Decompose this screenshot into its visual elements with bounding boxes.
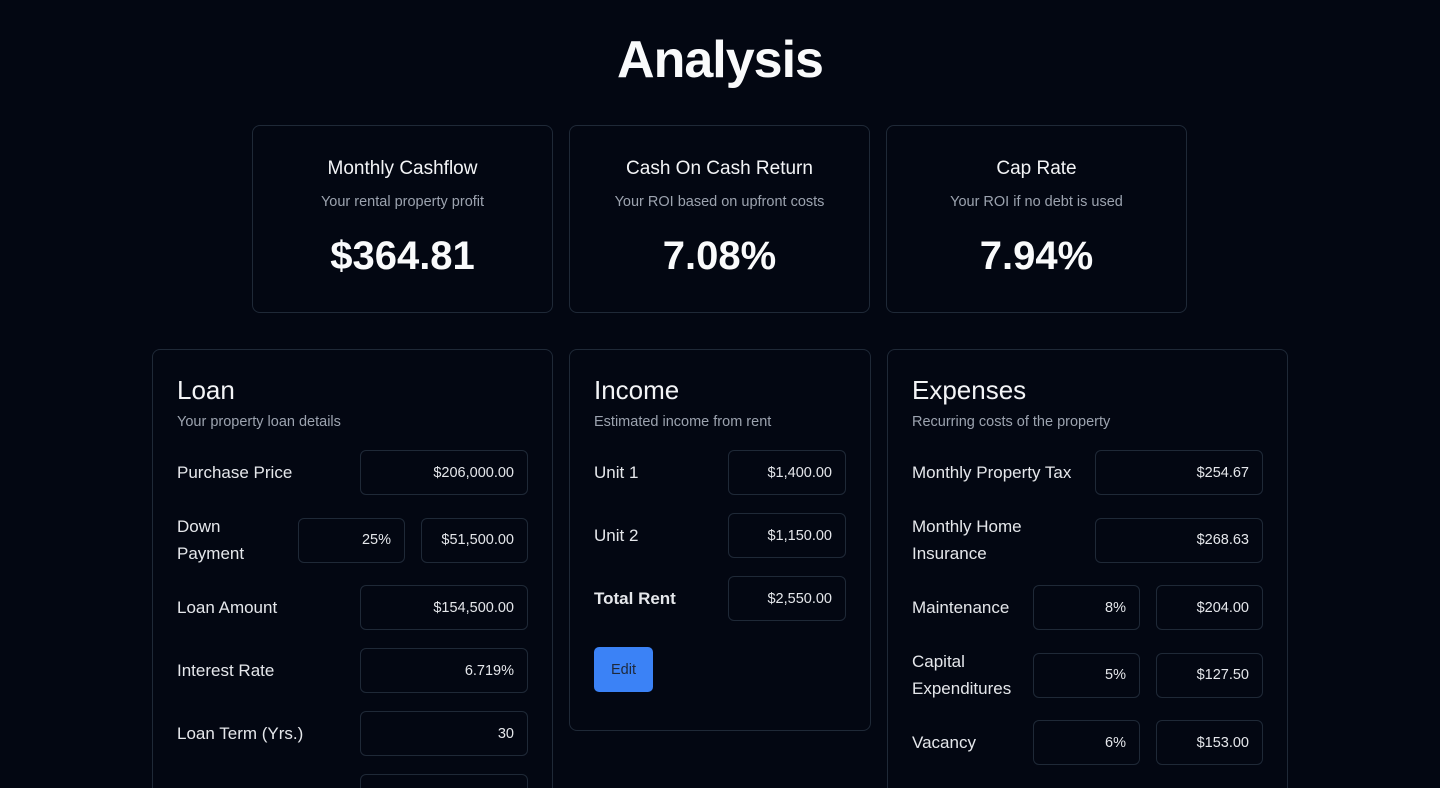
stat-value: 7.08%: [662, 234, 777, 278]
stat-title: Cash On Cash Return: [626, 158, 813, 179]
edit-button[interactable]: Edit: [594, 647, 653, 692]
interest-rate-input[interactable]: [360, 648, 528, 693]
unit-1-row: Unit 1: [594, 450, 846, 495]
loan-card: Loan Your property loan details Purchase…: [152, 349, 553, 788]
loan-amount-input[interactable]: [360, 585, 528, 630]
down-payment-percent-input[interactable]: [298, 517, 405, 563]
stat-subtitle: Your rental property profit: [320, 194, 485, 210]
next-loan-row: [177, 774, 528, 788]
stat-title: Monthly Cashflow: [327, 158, 478, 179]
insurance-row: Monthly Home Insurance: [912, 513, 1263, 567]
income-title: Income: [594, 375, 680, 405]
purchase-price-input[interactable]: [360, 450, 528, 495]
loan-amount-row: Loan Amount: [177, 585, 528, 630]
cap-rate-card: Cap Rate Your ROI if no debt is used 7.9…: [886, 125, 1187, 313]
next-loan-input[interactable]: [360, 774, 528, 788]
income-subtitle: Estimated income from rent: [594, 414, 772, 430]
expenses-subtitle: Recurring costs of the property: [912, 414, 1111, 430]
stat-subtitle: Your ROI based on upfront costs: [614, 194, 825, 210]
stat-value: 7.94%: [979, 234, 1094, 278]
vacancy-row: Vacancy: [912, 720, 1263, 765]
down-payment-label: Down Payment: [177, 517, 245, 563]
loan-term-row: Loan Term (Yrs.): [177, 711, 528, 756]
unit-1-label: Unit 1: [594, 463, 639, 482]
unit-2-label: Unit 2: [594, 526, 639, 545]
vacancy-amount-input[interactable]: [1156, 720, 1263, 765]
total-rent-input[interactable]: [728, 576, 846, 621]
property-tax-input[interactable]: [1095, 450, 1263, 495]
down-payment-row: Down Payment: [177, 513, 528, 567]
interest-rate-row: Interest Rate: [177, 648, 528, 693]
vacancy-label: Vacancy: [912, 733, 976, 752]
cash-on-cash-card: Cash On Cash Return Your ROI based on up…: [569, 125, 870, 313]
total-rent-row: Total Rent: [594, 576, 846, 621]
stat-title: Cap Rate: [996, 158, 1077, 179]
property-tax-label: Monthly Property Tax: [912, 463, 1072, 482]
capex-label: Capital Expenditures: [912, 652, 1012, 698]
vacancy-percent-input[interactable]: [1033, 720, 1140, 765]
maintenance-label: Maintenance: [912, 598, 1010, 617]
capex-row: Capital Expenditures: [912, 648, 1263, 702]
maintenance-amount-input[interactable]: [1156, 585, 1263, 630]
expenses-card: Expenses Recurring costs of the property…: [887, 349, 1288, 788]
monthly-cashflow-card: Monthly Cashflow Your rental property pr…: [252, 125, 553, 313]
maintenance-percent-input[interactable]: [1033, 585, 1140, 630]
interest-rate-label: Interest Rate: [177, 661, 275, 680]
property-tax-row: Monthly Property Tax: [912, 450, 1263, 495]
expenses-title: Expenses: [912, 375, 1027, 405]
capex-percent-input[interactable]: [1033, 652, 1140, 698]
loan-term-label: Loan Term (Yrs.): [177, 724, 304, 743]
purchase-price-label: Purchase Price: [177, 463, 293, 482]
maintenance-row: Maintenance: [912, 585, 1263, 630]
down-payment-amount-input[interactable]: [421, 517, 528, 563]
insurance-label: Monthly Home Insurance: [912, 517, 1022, 563]
page-title: Analysis: [617, 31, 824, 89]
insurance-input[interactable]: [1095, 517, 1263, 563]
stat-subtitle: Your ROI if no debt is used: [950, 194, 1123, 210]
unit-2-input[interactable]: [728, 513, 846, 558]
loan-amount-label: Loan Amount: [177, 598, 278, 617]
income-card: Income Estimated income from rent Unit 1…: [569, 349, 871, 731]
purchase-price-row: Purchase Price: [177, 450, 528, 495]
unit-1-input[interactable]: [728, 450, 846, 495]
loan-subtitle: Your property loan details: [177, 414, 341, 430]
loan-title: Loan: [177, 375, 235, 405]
loan-term-input[interactable]: [360, 711, 528, 756]
stat-value: $364.81: [330, 234, 475, 278]
unit-2-row: Unit 2: [594, 513, 846, 558]
capex-amount-input[interactable]: [1156, 652, 1263, 698]
total-rent-label: Total Rent: [594, 589, 676, 608]
